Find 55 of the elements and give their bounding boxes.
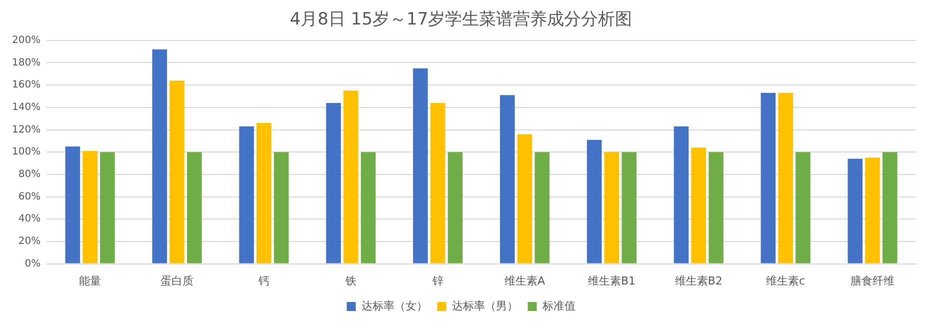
x-tick-label: 维生素B1	[588, 274, 636, 288]
legend-label: 达标率（男）	[452, 299, 518, 312]
y-tick-label: 160%	[12, 80, 41, 91]
bar	[448, 152, 463, 264]
bar	[360, 152, 376, 264]
bar	[865, 158, 880, 264]
bar	[343, 90, 358, 264]
bar	[708, 152, 724, 264]
x-tick-label: 铁	[344, 274, 356, 288]
y-tick-label: 40%	[18, 214, 41, 225]
x-tick-label: 蛋白质	[160, 274, 194, 288]
y-tick-label: 140%	[12, 102, 41, 114]
x-tick-label: 钙	[257, 274, 270, 288]
bar	[778, 92, 793, 264]
bar	[622, 152, 636, 264]
bar	[691, 148, 706, 264]
bar	[796, 152, 810, 264]
bar	[848, 158, 863, 264]
bar	[239, 126, 254, 264]
x-tick-label: 维生素B2	[674, 274, 722, 288]
legend-label: 达标率（女）	[361, 299, 428, 312]
y-tick-label: 20%	[18, 236, 41, 248]
bar	[256, 123, 272, 264]
bar	[170, 80, 184, 264]
bar	[586, 140, 602, 264]
bar	[534, 152, 550, 264]
y-tick-label: 120%	[12, 124, 41, 136]
bar	[500, 95, 515, 264]
bar	[274, 152, 289, 264]
x-tick-label: 锌	[431, 274, 444, 288]
bar	[760, 92, 776, 264]
bar	[674, 126, 689, 264]
x-tick-label: 能量	[79, 274, 102, 288]
chart-title: 4月8日 15岁～17岁学生菜谱营养成分分析图	[290, 10, 632, 30]
bar	[82, 150, 98, 264]
y-tick-label: 200%	[12, 34, 41, 46]
x-tick-label: 维生素c	[766, 274, 806, 288]
y-tick-label: 0%	[24, 258, 41, 270]
bar	[604, 152, 620, 264]
bar	[187, 152, 202, 264]
bar	[430, 102, 446, 264]
bar	[326, 102, 341, 264]
bar	[413, 68, 428, 264]
y-tick-label: 80%	[18, 169, 41, 180]
x-tick-label: 膳食纤维	[850, 274, 895, 288]
bar	[882, 152, 898, 264]
legend-label: 标准值	[541, 299, 576, 312]
bar	[100, 152, 115, 264]
y-tick-label: 100%	[12, 146, 41, 158]
y-tick-label: 180%	[12, 57, 41, 68]
bar	[517, 134, 532, 264]
y-tick-label: 60%	[18, 191, 41, 202]
bar	[65, 146, 80, 264]
bar	[152, 49, 168, 264]
x-tick-label: 维生素A	[504, 274, 546, 288]
